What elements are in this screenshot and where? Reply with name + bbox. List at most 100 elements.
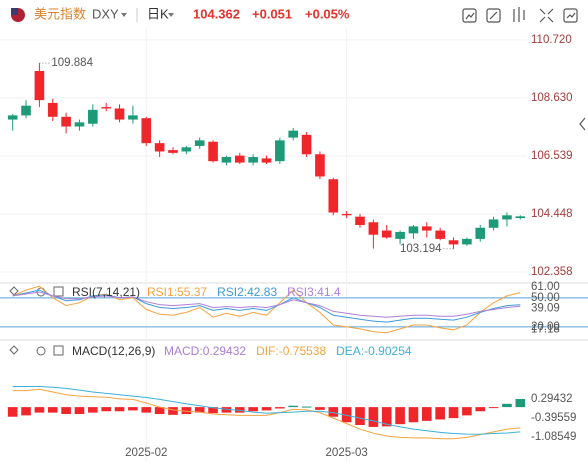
tool-indicator[interactable] xyxy=(462,8,477,23)
legend-value: -0.75538 xyxy=(279,344,327,358)
legend-entry: RSI2:42.83 xyxy=(217,285,277,299)
histogram-bar xyxy=(181,407,192,414)
icon-settings[interactable] xyxy=(36,346,46,356)
histogram-bar xyxy=(168,407,178,415)
x-tick-label: 2025-03 xyxy=(326,447,368,459)
indicator-title: MACD(12,26,9) xyxy=(72,344,155,358)
tool-candle[interactable] xyxy=(513,7,525,22)
high-label: 109.884 xyxy=(51,57,93,69)
histogram-bar xyxy=(462,407,472,416)
candle-body xyxy=(47,102,58,117)
legend-name: RSI2 xyxy=(217,285,244,299)
candle-body xyxy=(408,226,419,234)
candle-body xyxy=(181,147,192,152)
legend-sep: : xyxy=(275,344,278,358)
y-tick-label: -1.08549 xyxy=(531,431,576,443)
candle-body xyxy=(88,109,98,124)
histogram-bar xyxy=(408,407,419,423)
dropdown-arrow[interactable] xyxy=(121,13,127,17)
candle-body xyxy=(328,179,339,213)
y-tick-label: 104.448 xyxy=(531,208,573,220)
tool-settings[interactable] xyxy=(563,8,578,23)
symbol-name[interactable]: 美元指数 xyxy=(34,6,86,21)
tool-fullscreen[interactable] xyxy=(539,8,554,23)
legend-name: RSI1 xyxy=(147,285,174,299)
candle-body xyxy=(368,222,379,235)
legend-entry: RSI3:41.4 xyxy=(287,285,341,299)
candle-body xyxy=(248,157,258,163)
icon-add[interactable] xyxy=(53,286,64,297)
candle-body xyxy=(74,122,85,127)
histogram-bar xyxy=(261,407,272,411)
histogram-bar xyxy=(208,407,218,414)
histogram-bar xyxy=(154,407,165,414)
legend-name: MACD xyxy=(164,344,200,358)
candle-body xyxy=(114,108,125,120)
icon-hide[interactable] xyxy=(9,345,19,355)
low-label: 103.194 xyxy=(400,243,442,255)
histogram-bar xyxy=(101,407,112,412)
y-tick-label: 0.29432 xyxy=(531,393,573,405)
dropdown-arrow[interactable] xyxy=(168,13,174,17)
candle-body xyxy=(448,240,459,245)
candle-body xyxy=(421,226,432,231)
line-series xyxy=(12,291,521,318)
histogram-bar xyxy=(21,407,31,416)
candle-body xyxy=(341,213,352,216)
y-tick-label: 102.358 xyxy=(531,266,573,278)
histogram-bar xyxy=(194,407,205,413)
candle-body xyxy=(168,150,178,153)
candle-body xyxy=(141,118,152,144)
y-tick-label: 20.00 xyxy=(531,321,560,333)
candle-body xyxy=(7,115,18,120)
legend-sep: : xyxy=(199,344,202,358)
histogram-bar xyxy=(221,407,232,413)
candle-body xyxy=(128,115,138,120)
histogram-bar xyxy=(328,407,339,417)
candle-body xyxy=(502,215,512,220)
candle-body xyxy=(208,141,218,162)
legend-name: DEA xyxy=(336,344,361,358)
candle-body xyxy=(34,71,45,101)
period[interactable]: 日K xyxy=(147,6,169,21)
histogram-bar xyxy=(435,407,445,420)
y-tick-label: -0.39559 xyxy=(531,412,576,424)
candle-body xyxy=(488,219,499,228)
legend-value: 41.4 xyxy=(317,285,341,299)
histogram-bar xyxy=(381,407,392,427)
side-arrow[interactable] xyxy=(579,117,586,131)
histogram-bar xyxy=(315,407,325,410)
candle-body xyxy=(221,157,232,163)
change: +0.051 xyxy=(252,6,292,21)
y-tick-label: 17.18 xyxy=(531,324,560,336)
symbol-code[interactable]: DXY xyxy=(92,6,119,21)
candle-body xyxy=(515,216,526,219)
tool-draw[interactable] xyxy=(486,8,501,23)
y-tick-label: 108.630 xyxy=(531,92,573,104)
histogram-bar xyxy=(341,407,352,423)
histogram-bar xyxy=(275,407,285,409)
histogram-bar xyxy=(448,407,459,419)
y-tick-label: 106.539 xyxy=(531,150,573,162)
legend-value: -0.90254 xyxy=(364,344,412,358)
candle-body xyxy=(275,140,285,162)
tool-draw-glyph xyxy=(489,11,498,20)
price: 104.362 xyxy=(193,6,240,21)
histogram-bar xyxy=(475,407,486,412)
histogram-bar xyxy=(301,406,312,408)
histogram-bar xyxy=(368,407,379,427)
x-tick-label: 2025-02 xyxy=(125,447,167,459)
candle-body xyxy=(475,227,486,239)
icon-add[interactable] xyxy=(53,345,64,356)
candle-body xyxy=(288,130,299,138)
histogram-bar xyxy=(34,407,45,413)
histogram-bar xyxy=(502,403,512,408)
histogram-bar xyxy=(141,407,152,413)
legend-value: 55.37 xyxy=(177,285,207,299)
y-tick-label: 39.09 xyxy=(531,302,560,314)
legend-value: 42.83 xyxy=(247,285,277,299)
candle-body xyxy=(154,143,165,152)
candle-body xyxy=(395,231,405,239)
